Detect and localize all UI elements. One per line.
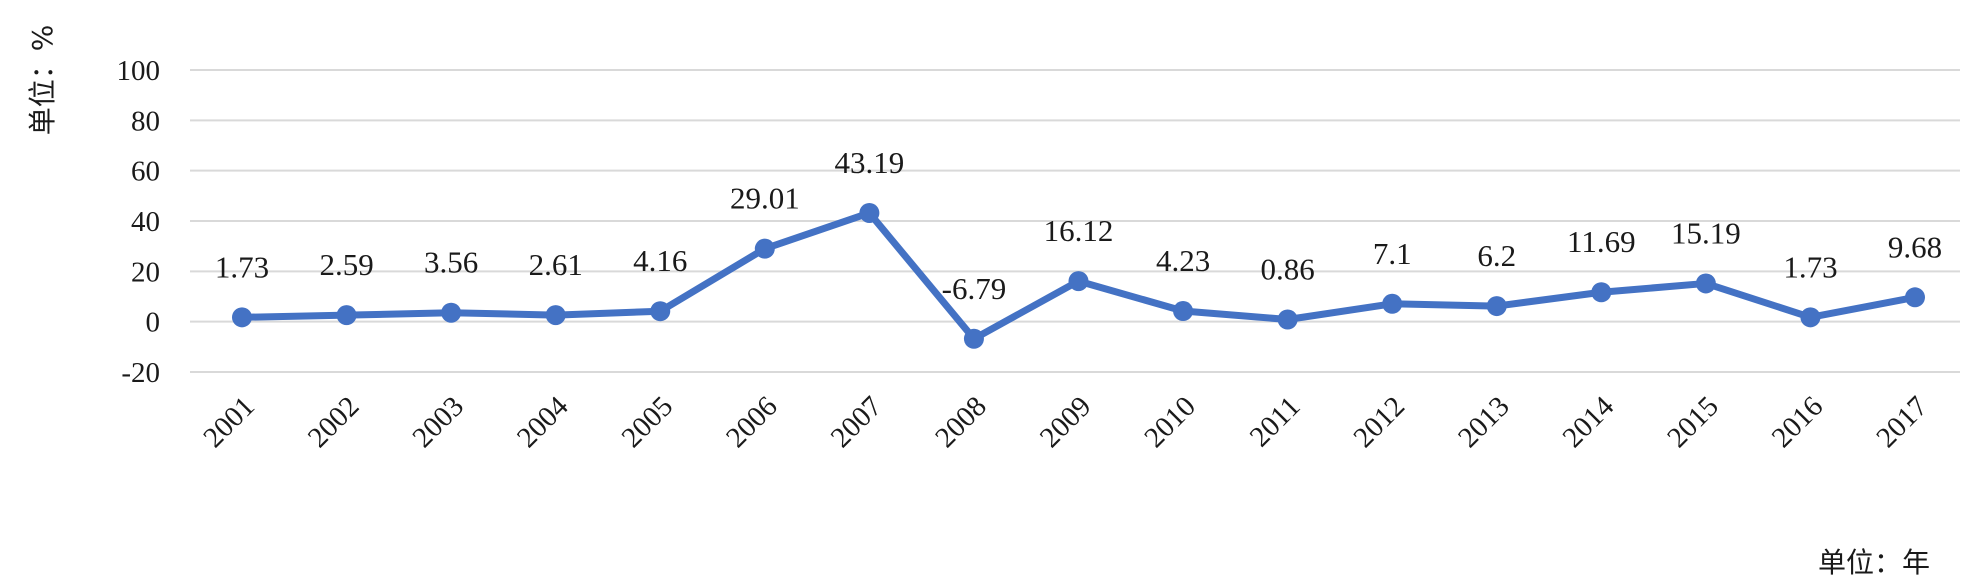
y-axis-label: 单位：% <box>26 25 59 136</box>
y-tick-label: 60 <box>131 156 160 188</box>
data-label: 29.01 <box>730 181 800 216</box>
data-point <box>1173 301 1194 322</box>
y-tick-label: -20 <box>121 357 160 389</box>
data-label: 1.73 <box>1783 249 1837 284</box>
data-point <box>650 301 671 322</box>
data-point <box>1695 273 1716 294</box>
x-axis-ticks: 2001 2002 2003 2004 2005 2006 2007 2008 2009 2010… <box>197 390 1934 454</box>
data-label: 11.69 <box>1567 224 1636 259</box>
data-label: 7.1 <box>1373 236 1412 271</box>
x-tick-label: 2014 <box>1557 390 1621 454</box>
x-tick-label: 2007 <box>825 390 889 454</box>
x-tick-label: 2010 <box>1138 390 1202 454</box>
y-tick-label: 0 <box>146 307 161 339</box>
x-tick-label: 2016 <box>1766 390 1830 454</box>
x-tick-label: 2015 <box>1661 390 1725 454</box>
data-label: 9.68 <box>1888 229 1942 264</box>
data-point <box>1382 293 1403 314</box>
y-tick-label: 40 <box>131 206 160 238</box>
y-tick-label: 100 <box>117 55 161 87</box>
x-tick-label: 2004 <box>511 390 575 454</box>
data-label: -6.79 <box>942 271 1007 306</box>
data-point <box>1905 287 1925 308</box>
data-label: 16.12 <box>1044 213 1114 248</box>
data-point <box>232 307 252 328</box>
x-tick-label: 2002 <box>302 390 366 454</box>
x-tick-label: 2013 <box>1452 390 1516 454</box>
data-point <box>1591 282 1612 303</box>
data-point <box>1800 307 1821 328</box>
data-label: 4.23 <box>1156 243 1210 278</box>
x-tick-label: 2001 <box>197 390 261 454</box>
data-label: 2.59 <box>319 247 373 282</box>
data-labels: 1.73 2.59 3.56 2.61 4.16 29.01 43.19 -6.79 16.12… <box>215 145 1942 306</box>
data-label: 0.86 <box>1261 252 1315 287</box>
data-label: 1.73 <box>215 249 269 284</box>
data-point <box>1486 296 1507 317</box>
x-tick-label: 2008 <box>929 390 993 454</box>
data-point <box>336 305 357 326</box>
y-tick-label: 20 <box>131 256 160 288</box>
x-tick-label: 2012 <box>1347 390 1411 454</box>
data-point <box>1068 271 1089 292</box>
x-tick-label: 2017 <box>1870 390 1934 454</box>
data-point <box>1277 309 1298 330</box>
y-axis-ticks: -20 0 20 40 60 80 100 <box>117 55 161 389</box>
data-label: 6.2 <box>1477 238 1516 273</box>
data-point <box>963 328 984 349</box>
data-point <box>441 302 462 323</box>
grid-lines <box>190 69 1960 373</box>
x-tick-label: 2009 <box>1034 390 1098 454</box>
data-label: 43.19 <box>835 145 905 180</box>
x-tick-label: 2005 <box>616 390 680 454</box>
data-label: 2.61 <box>529 247 583 282</box>
data-point <box>754 238 775 259</box>
data-label: 3.56 <box>424 245 478 280</box>
x-tick-label: 2003 <box>406 390 470 454</box>
y-tick-label: 80 <box>131 105 160 137</box>
data-point <box>545 305 566 326</box>
x-tick-label: 2011 <box>1244 390 1307 453</box>
data-point <box>859 202 880 223</box>
x-axis-label: 单位：年 <box>1818 546 1930 579</box>
x-tick-label: 2006 <box>720 390 784 454</box>
data-label: 15.19 <box>1671 215 1741 250</box>
data-label: 4.16 <box>633 243 687 278</box>
series-layer <box>232 202 1925 349</box>
